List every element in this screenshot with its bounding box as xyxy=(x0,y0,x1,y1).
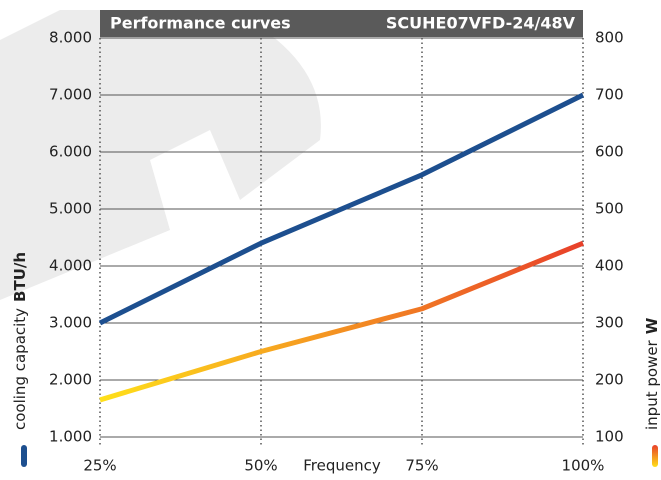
y2-tick-label: 500 xyxy=(595,200,624,218)
y2-tick-label: 600 xyxy=(595,143,624,161)
x-axis-label: Frequency xyxy=(303,457,381,475)
legend-name: cooling capacity xyxy=(11,308,29,430)
y-tick-label: 2.000 xyxy=(49,371,92,389)
title-bar xyxy=(100,10,583,37)
legend-swatch xyxy=(652,445,658,467)
x-tick-label: 100% xyxy=(562,457,605,475)
y-tick-label: 6.000 xyxy=(49,143,92,161)
legend-unit: BTU/h xyxy=(11,252,29,302)
x-tick-label: 25% xyxy=(83,457,116,475)
legend-label: cooling capacity BTU/h xyxy=(11,252,29,430)
y-tick-label: 8.000 xyxy=(49,29,92,47)
watermark xyxy=(0,10,321,300)
y2-tick-label: 100 xyxy=(595,428,624,446)
y2-tick-label: 800 xyxy=(595,29,624,47)
x-tick-label: 50% xyxy=(244,457,277,475)
legend-swatch xyxy=(21,445,27,467)
y2-tick-label: 200 xyxy=(595,371,624,389)
x-tick-label: 75% xyxy=(405,457,438,475)
y-tick-label: 3.000 xyxy=(49,314,92,332)
chart-title: Performance curves xyxy=(110,14,291,33)
y-tick-label: 5.000 xyxy=(49,200,92,218)
y-tick-label: 1.000 xyxy=(49,428,92,446)
legend-unit: W xyxy=(643,317,661,334)
chart-subtitle: SCUHE07VFD-24/48V xyxy=(386,14,576,33)
legend-label: input power W xyxy=(643,317,661,430)
y-tick-label: 4.000 xyxy=(49,257,92,275)
y2-tick-label: 700 xyxy=(595,86,624,104)
y2-tick-label: 400 xyxy=(595,257,624,275)
legend-name: input power xyxy=(643,339,661,430)
y-tick-label: 7.000 xyxy=(49,86,92,104)
series-line xyxy=(98,92,585,326)
series-line xyxy=(99,240,584,403)
y2-tick-label: 300 xyxy=(595,314,624,332)
